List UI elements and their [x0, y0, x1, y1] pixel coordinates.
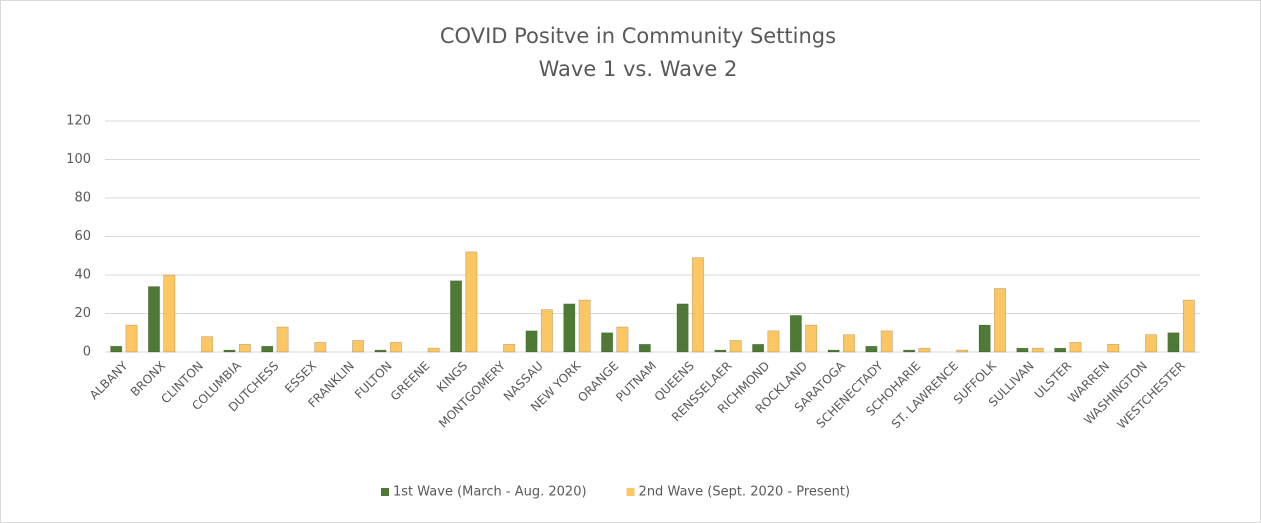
bar [1107, 343, 1120, 353]
bar [752, 343, 765, 353]
bar [276, 326, 289, 353]
bar [1031, 347, 1044, 353]
bar [374, 349, 387, 353]
bar [842, 334, 855, 353]
bar [1069, 342, 1082, 353]
bar [427, 347, 440, 353]
bar [805, 324, 818, 353]
bar [714, 349, 727, 353]
bar [110, 345, 123, 353]
y-tick-label: 60 [74, 229, 91, 244]
chart-subtitle: Wave 1 vs. Wave 2 [539, 57, 738, 81]
y-tick-label: 20 [74, 306, 91, 321]
bar [767, 330, 780, 353]
bar [450, 280, 463, 353]
bar [238, 343, 251, 353]
chart-title: COVID Positve in Community Settings [440, 24, 836, 48]
bar [314, 342, 327, 353]
bar [827, 349, 840, 353]
bar [148, 286, 160, 353]
bar [125, 324, 138, 353]
bar [1054, 347, 1067, 353]
bar [616, 326, 629, 353]
bar [638, 343, 651, 353]
bar [601, 332, 614, 353]
bar [163, 274, 176, 353]
y-tick-label: 40 [74, 268, 91, 283]
y-tick-label: 100 [66, 152, 91, 167]
bar [389, 342, 402, 353]
bar [1182, 299, 1195, 353]
bar [729, 340, 742, 353]
bar [352, 340, 365, 353]
bar [223, 349, 236, 353]
y-tick-label: 0 [83, 345, 91, 360]
bar [903, 349, 916, 353]
bar [261, 345, 274, 353]
bar [994, 288, 1006, 353]
bar [578, 299, 591, 353]
bar [865, 345, 878, 353]
y-tick-label: 120 [66, 114, 91, 129]
bar [1167, 332, 1180, 353]
bar [676, 303, 689, 353]
bar [880, 330, 893, 353]
bar [956, 349, 969, 353]
legend-label: 2nd Wave (Sept. 2020 - Present) [639, 485, 851, 500]
legend-swatch [626, 488, 635, 496]
legend-label: 1st Wave (March - Aug. 2020) [393, 485, 587, 500]
bar [525, 330, 538, 353]
bar [201, 336, 214, 353]
bar [1145, 334, 1157, 353]
bar [503, 343, 516, 353]
bar [1016, 347, 1029, 353]
bar [540, 309, 553, 353]
bar [918, 347, 931, 353]
bar [563, 303, 576, 353]
y-tick-label: 80 [74, 191, 91, 206]
bar [465, 251, 478, 353]
legend-swatch [381, 488, 389, 496]
bar [789, 315, 802, 353]
bar [978, 324, 991, 353]
bar [691, 257, 704, 353]
